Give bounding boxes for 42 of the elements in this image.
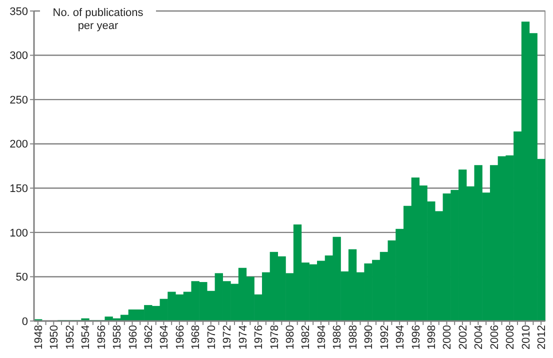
x-tick-label: 1958	[112, 325, 124, 350]
x-tick-label: 1968	[190, 325, 202, 350]
x-tick-label: 1962	[142, 325, 155, 350]
x-tick-label: 1980	[284, 325, 296, 350]
y-tick-label: 0	[22, 316, 28, 328]
x-tick-label: 2008	[504, 325, 517, 350]
x-tick-label: 1986	[332, 325, 344, 350]
x-tick-label: 1964	[158, 325, 171, 350]
x-tick-label: 1952	[64, 325, 76, 350]
x-tick-label: 1982	[300, 325, 312, 350]
x-tick-label: 1966	[174, 325, 186, 350]
x-tick-label: 1974	[237, 325, 250, 350]
x-tick-label: 2000	[442, 325, 454, 350]
x-tick-label: 1956	[96, 325, 108, 350]
x-tick-label: 1976	[253, 325, 266, 350]
x-tick-label: 1998	[426, 325, 438, 350]
x-tick-label: 1972	[222, 325, 234, 350]
x-tick-label: 2012	[536, 325, 548, 350]
x-tick-label: 1994	[394, 325, 407, 350]
x-tick-label: 1984	[316, 325, 328, 350]
x-tick-label: 2006	[488, 325, 501, 350]
x-tick-label: 1970	[206, 325, 218, 350]
x-tick-label: 2010	[520, 325, 532, 350]
y-tick-label: 250	[10, 94, 28, 106]
x-tick-label: 1990	[363, 325, 376, 350]
y-tick-label: 50	[16, 272, 28, 284]
x-tick-label: 1996	[410, 325, 422, 350]
x-tick-label: 2002	[457, 325, 470, 350]
y-tick-label: 300	[10, 50, 28, 62]
x-tick-label: 1978	[268, 325, 281, 350]
y-tick-label: 350	[10, 6, 28, 18]
y-axis-title: No. of publications per year	[52, 6, 144, 32]
y-tick-label: 150	[10, 182, 28, 195]
x-tick-label: 1954	[80, 325, 92, 350]
x-tick-label: 1992	[378, 325, 391, 350]
x-tick-label: 1960	[127, 325, 140, 350]
y-tick-label: 100	[10, 227, 28, 240]
y-tick-label: 200	[10, 138, 28, 151]
x-tick-label: 1948	[32, 325, 45, 350]
x-tick-label: 2004	[473, 325, 486, 350]
x-tick-label: 1950	[48, 325, 61, 350]
x-tick-label: 1988	[347, 325, 360, 350]
